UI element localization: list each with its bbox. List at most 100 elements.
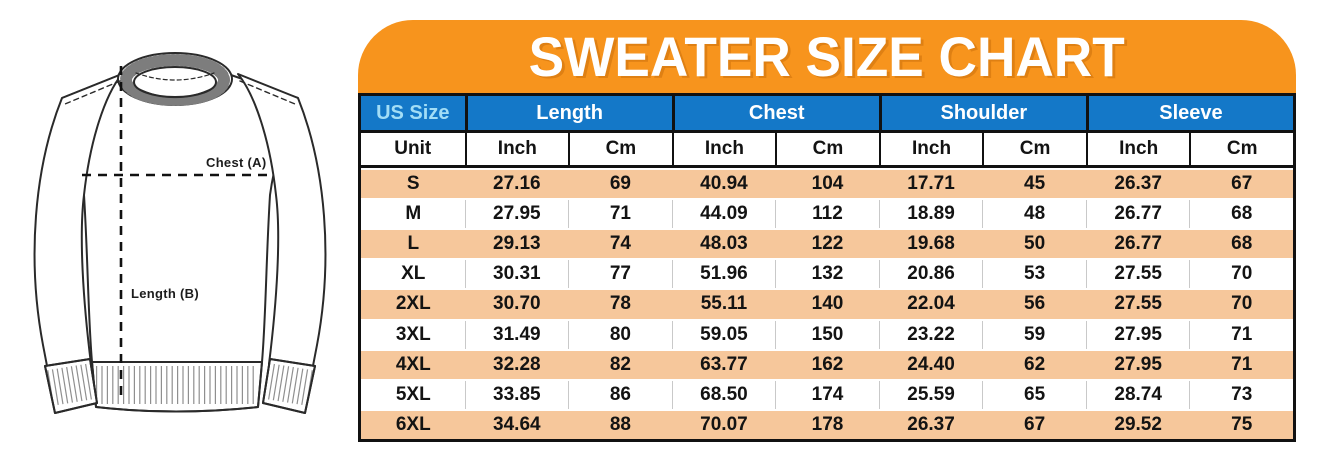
column-group-label: Sleeve: [1085, 96, 1293, 130]
column-group-label: Shoulder: [878, 96, 1086, 130]
value-cell: 27.55: [1114, 293, 1162, 315]
value-cell: 51.96: [671, 260, 776, 289]
value-cell: 178: [811, 413, 844, 435]
value-cell: 80: [568, 320, 672, 349]
value-cell: 63.77: [700, 353, 748, 375]
value-cell: 27.16: [493, 173, 541, 195]
value-cell: 19.68: [907, 233, 955, 255]
value-cell: 28.74: [1085, 380, 1190, 409]
value-cell: 55.11: [700, 293, 748, 315]
value-cell: 88: [609, 413, 631, 435]
value-cell: 71: [1231, 353, 1253, 375]
value-cell: 71: [1189, 320, 1293, 349]
value-cell: 59.05: [671, 320, 776, 349]
value-cell: 74: [609, 233, 631, 255]
table-row: 5XL 33.85 86 68.50 174 25.59 65 28.74 73: [361, 378, 1293, 409]
value-cell: 68: [1189, 200, 1293, 229]
value-cell: 27.95: [464, 200, 569, 229]
value-cell: 29.52: [1114, 413, 1162, 435]
value-cell: 122: [811, 233, 844, 255]
value-cell: 67: [1024, 413, 1046, 435]
size-table: US Size Length Chest Shoulder Sleeve Unit Inc…: [358, 93, 1296, 442]
value-cell: 48.03: [700, 233, 748, 255]
value-cell: 26.77: [1114, 233, 1162, 255]
value-cell: 70.07: [700, 413, 748, 435]
table-row: S 27.16 69 40.94 104 17.71 45 26.37 67: [361, 168, 1293, 199]
value-cell: 40.94: [700, 173, 748, 195]
value-cell: 67: [1231, 173, 1253, 195]
title-banner: SWEATER SIZE CHART: [358, 20, 1296, 93]
sweater-right-sleeve: [237, 73, 327, 372]
value-cell: 140: [811, 293, 844, 315]
value-cell: 26.77: [1085, 200, 1190, 229]
value-cell: 73: [1189, 380, 1293, 409]
size-cell: XL: [401, 263, 426, 285]
size-cell: 2XL: [395, 293, 431, 315]
value-cell: 34.64: [493, 413, 541, 435]
table-row: 4XL 32.28 82 63.77 162 24.40 62 27.95 71: [361, 348, 1293, 379]
column-group-label: US Size: [376, 101, 450, 124]
value-cell: 77: [568, 260, 672, 289]
value-cell: 150: [775, 320, 879, 349]
size-cell: 5XL: [395, 383, 431, 405]
value-cell: 70: [1231, 293, 1253, 315]
value-cell: 56: [1024, 293, 1046, 315]
sweater-left-sleeve: [33, 73, 123, 372]
value-cell: 26.37: [907, 413, 955, 435]
value-cell: 78: [609, 293, 631, 315]
value-cell: 25.59: [878, 380, 983, 409]
unit-header-cell: Cm: [775, 133, 879, 165]
value-cell: 31.49: [464, 320, 569, 349]
value-cell: 45: [1024, 173, 1046, 195]
size-cell: 4XL: [395, 353, 431, 375]
table-row: M 27.95 71 44.09 112 18.89 48 26.77 68: [361, 198, 1293, 229]
column-group-header-row: US Size Length Chest Shoulder Sleeve: [361, 96, 1293, 133]
table-row: 2XL 30.70 78 55.11 140 22.04 56 27.55 70: [361, 288, 1293, 319]
unit-header-cell: Inch: [1085, 133, 1190, 165]
value-cell: 82: [609, 353, 631, 375]
value-cell: 17.71: [907, 173, 955, 195]
value-cell: 65: [982, 380, 1086, 409]
value-cell: 104: [811, 173, 844, 195]
size-cell: 3XL: [395, 323, 431, 345]
table-row: 3XL 31.49 80 59.05 150 23.22 59 27.95 71: [361, 318, 1293, 349]
value-cell: 69: [609, 173, 631, 195]
table-row: 6XL 34.64 88 70.07 178 26.37 67 29.52 75: [361, 408, 1293, 439]
value-cell: 27.95: [1085, 320, 1190, 349]
value-cell: 20.86: [878, 260, 983, 289]
unit-header-cell: Inch: [464, 133, 569, 165]
page-title: SWEATER SIZE CHART: [528, 25, 1126, 88]
size-cell: M: [405, 203, 422, 225]
unit-header-cell: Inch: [671, 133, 776, 165]
size-cell: 6XL: [395, 413, 431, 435]
value-cell: 86: [568, 380, 672, 409]
value-cell: 62: [1024, 353, 1046, 375]
unit-header-cell: Unit: [394, 138, 432, 159]
size-cell: S: [406, 173, 420, 195]
value-cell: 26.37: [1114, 173, 1162, 195]
column-group-label: Chest: [671, 96, 879, 130]
unit-header-cell: Cm: [568, 133, 672, 165]
table-body: S 27.16 69 40.94 104 17.71 45 26.37 67 M 27.95 71 44…: [361, 168, 1293, 439]
value-cell: 50: [1024, 233, 1046, 255]
value-cell: 59: [982, 320, 1086, 349]
column-group-label: Length: [464, 96, 672, 130]
value-cell: 23.22: [878, 320, 983, 349]
table-row: XL 30.31 77 51.96 132 20.86 53 27.55 70: [361, 258, 1293, 289]
value-cell: 71: [568, 200, 672, 229]
value-cell: 18.89: [878, 200, 983, 229]
value-cell: 53: [982, 260, 1086, 289]
value-cell: 27.95: [1114, 353, 1162, 375]
value-cell: 22.04: [907, 293, 955, 315]
value-cell: 44.09: [671, 200, 776, 229]
size-cell: L: [407, 233, 420, 255]
value-cell: 33.85: [464, 380, 569, 409]
unit-header-cell: Cm: [1189, 133, 1293, 165]
value-cell: 30.70: [493, 293, 541, 315]
value-cell: 48: [982, 200, 1086, 229]
table-row: L 29.13 74 48.03 122 19.68 50 26.77 68: [361, 228, 1293, 259]
value-cell: 112: [775, 200, 879, 229]
sweater-diagram: Chest (A) Length (B): [33, 52, 327, 414]
value-cell: 132: [775, 260, 879, 289]
